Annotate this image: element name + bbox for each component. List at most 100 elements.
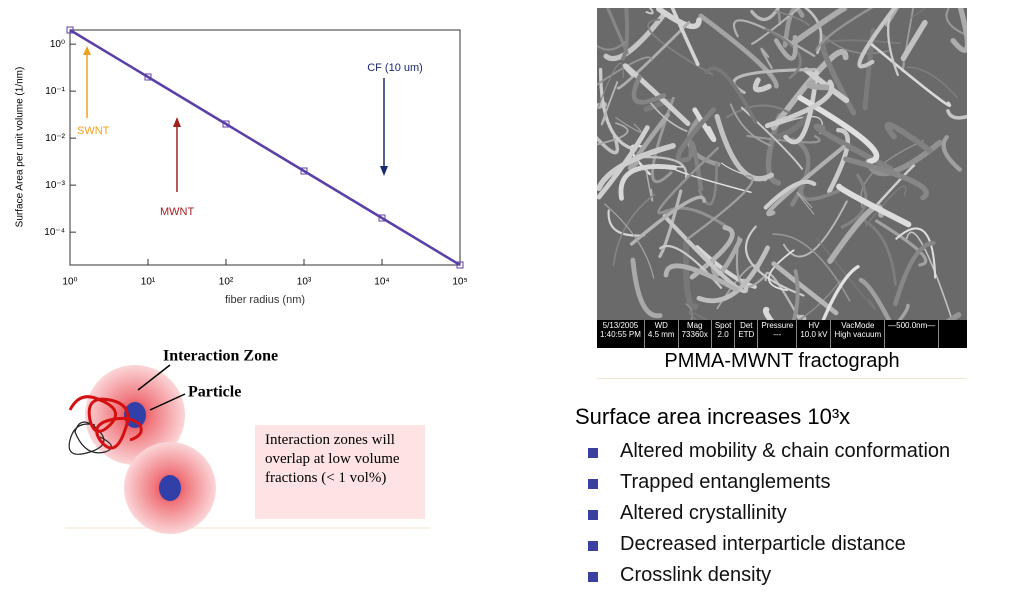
- info-cell: 5/13/2005 1:40:55 PM: [597, 320, 645, 348]
- fiber: [612, 193, 656, 267]
- info-text: 5/13/2005: [602, 321, 639, 330]
- fiber: [729, 103, 772, 147]
- fiber: [843, 156, 930, 201]
- info-cell: HV 10.0 kV: [797, 320, 832, 348]
- y-tick-label: 10⁻²: [45, 133, 65, 144]
- info-cell: Pressure ---: [758, 320, 798, 348]
- x-tick-label: 10⁵: [452, 277, 467, 288]
- marker: [378, 214, 386, 222]
- fiber: [821, 265, 860, 320]
- fiber: [906, 66, 958, 98]
- pointer: [137, 364, 171, 391]
- x-tick-label: 10⁰: [62, 277, 77, 288]
- fiber: [603, 10, 668, 62]
- info-cell: WD 4.5 mm: [645, 320, 679, 348]
- fiber: [752, 77, 772, 93]
- fiber: [797, 280, 841, 320]
- fiber: [766, 144, 846, 217]
- x-tick-label: 10⁴: [374, 277, 389, 288]
- fiber: [618, 164, 677, 201]
- particle: [159, 475, 181, 501]
- fiber: [946, 109, 967, 120]
- fiber: [905, 231, 953, 320]
- y-tick-label: 10⁻¹: [45, 86, 65, 97]
- rule: [597, 378, 967, 379]
- fiber: [685, 303, 693, 320]
- marker: [300, 167, 308, 175]
- fiber: [692, 107, 717, 142]
- fiber: [647, 18, 714, 76]
- fiber: [597, 62, 624, 110]
- fiber: [764, 27, 802, 80]
- annotation: SWNT: [77, 125, 110, 137]
- info-text: ETD: [738, 330, 755, 339]
- info-cell: Det ETD: [735, 320, 759, 348]
- marker: [144, 73, 152, 81]
- fiber: [597, 122, 629, 146]
- fiber: [782, 200, 848, 258]
- fiber: [869, 42, 952, 107]
- fiber: [836, 183, 912, 228]
- info-text: High vacuum: [834, 330, 882, 339]
- fiber: [884, 121, 933, 154]
- fiber: [658, 189, 683, 258]
- fiber: [950, 8, 967, 53]
- fiber: [597, 134, 620, 155]
- info-text: 4.5 mm: [647, 330, 675, 339]
- fiber: [607, 209, 646, 237]
- fiber: [884, 8, 900, 27]
- fiber: [630, 257, 663, 319]
- fiber: [897, 303, 910, 320]
- y-tick-label: 10⁰: [50, 39, 65, 50]
- fiber: [600, 81, 619, 126]
- bullet-text: Decreased interparticle distance: [620, 533, 906, 555]
- annotation: MWNT: [160, 206, 194, 218]
- fiber: [773, 34, 798, 61]
- plot-frame: [69, 29, 461, 266]
- fiber: [782, 8, 805, 48]
- bullet: Decreased interparticle distance: [588, 533, 906, 556]
- fiber: [771, 261, 839, 316]
- fiber: [597, 101, 607, 110]
- x-tick-label: 10²: [219, 277, 234, 288]
- note: Interaction zones will overlap at low vo…: [255, 425, 425, 519]
- fiber: [726, 104, 790, 119]
- bullet-text: Crosslink density: [620, 564, 772, 586]
- fiber: [864, 185, 907, 227]
- fiber: [698, 13, 779, 89]
- fiber: [820, 39, 901, 54]
- fiber: [597, 125, 650, 200]
- fiber: [797, 95, 880, 165]
- y-axis-label: Surface Area per unit volume (1/nm): [15, 67, 26, 228]
- caption: PMMA-MWNT fractograph: [664, 350, 900, 372]
- fiber: [945, 8, 967, 37]
- diagram: Interaction Zone Particle: [65, 348, 430, 534]
- fiber: [763, 179, 817, 210]
- fiber: [806, 79, 831, 91]
- fiber: [631, 74, 667, 105]
- fiber: [840, 173, 868, 229]
- fiber: [644, 166, 654, 202]
- info-text: 1:40:55 PM: [600, 330, 641, 339]
- info-text: 2.0: [717, 330, 729, 339]
- fiber: [776, 8, 782, 26]
- fiber: [751, 8, 801, 45]
- x-tick-label: 10³: [297, 277, 312, 288]
- annotation: CF (10 um): [367, 62, 423, 74]
- fiber: [663, 263, 739, 292]
- chain: [68, 421, 112, 455]
- fiber: [744, 225, 805, 297]
- fiber: [688, 140, 704, 192]
- fiber: [662, 214, 749, 294]
- fiber: [686, 174, 754, 240]
- info-text: Det: [740, 321, 753, 330]
- fiber: [910, 8, 926, 19]
- info-text: 73360x: [681, 330, 708, 339]
- fiber: [604, 203, 655, 279]
- info-text: ---: [773, 330, 782, 339]
- fiber: [675, 107, 716, 163]
- fiber: [615, 117, 642, 133]
- info-cell: Mag 73360x: [679, 320, 712, 348]
- fiber: [656, 8, 702, 30]
